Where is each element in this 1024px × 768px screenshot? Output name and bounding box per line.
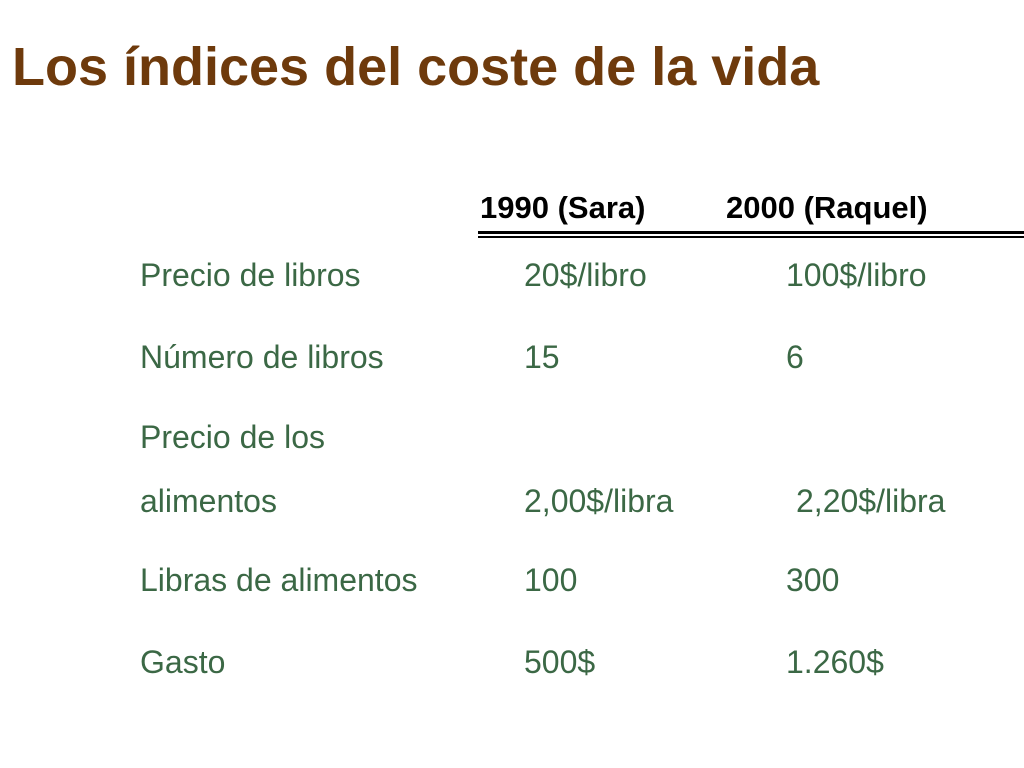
cell: 300 <box>786 562 840 598</box>
row-label: Precio de libros <box>140 257 361 293</box>
header-rule <box>478 236 1024 238</box>
header-rule <box>478 231 1024 234</box>
slide-title: Los índices del coste de la vida <box>12 37 820 97</box>
cell: 2,20$/libra <box>796 483 946 519</box>
cell: 100 <box>524 562 578 598</box>
cell: 20$/libro <box>524 257 647 293</box>
row-label: Gasto <box>140 644 226 680</box>
cell: 1.260$ <box>786 644 884 680</box>
row-label: Libras de alimentos <box>140 562 418 598</box>
cell: 6 <box>786 339 804 375</box>
row-label: Número de libros <box>140 339 384 375</box>
row-label: Precio de los alimentos <box>140 419 325 519</box>
cell: 2,00$/libra <box>524 483 674 519</box>
column-header: 1990 (Sara) <box>480 190 646 225</box>
cell: 100$/libro <box>786 257 927 293</box>
cell: 500$ <box>524 644 596 680</box>
cell: 15 <box>524 339 560 375</box>
column-header: 2000 (Raquel) <box>726 190 928 225</box>
